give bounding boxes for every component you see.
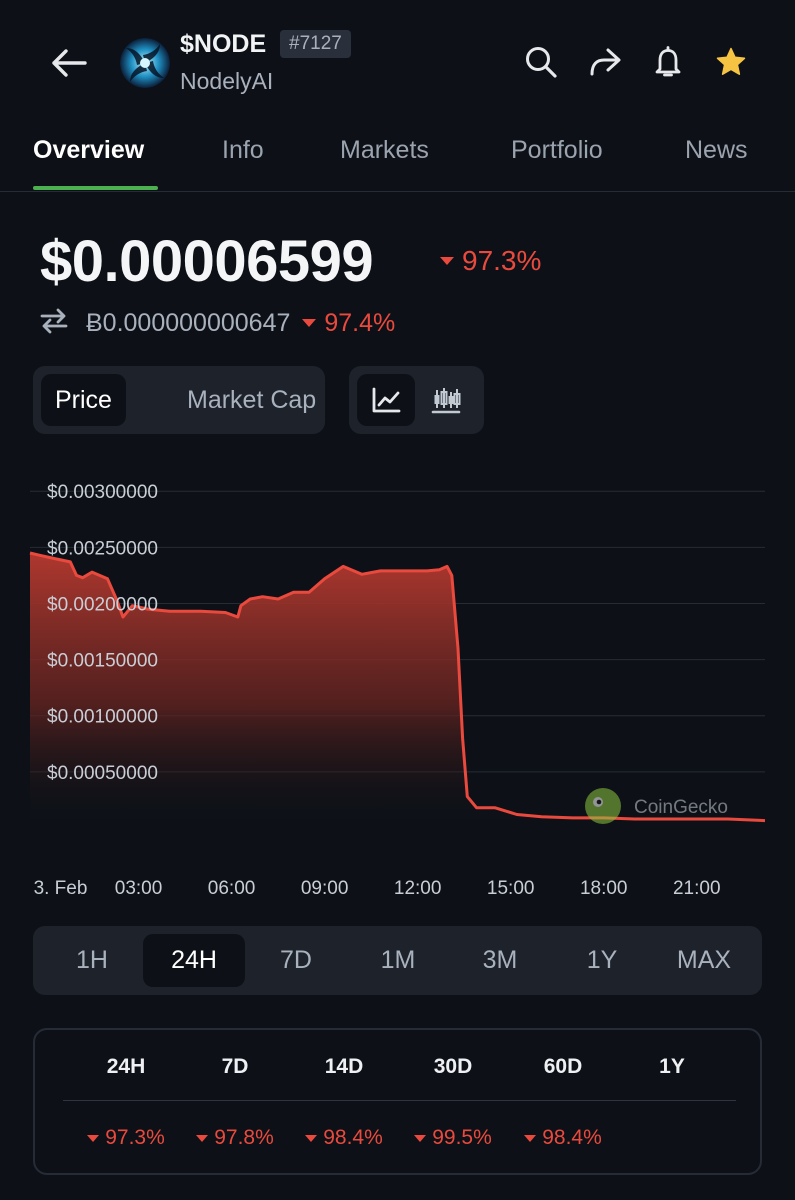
- x-tick-label: 18:00: [580, 878, 628, 899]
- perf-value-text: 97.8%: [214, 1126, 274, 1149]
- coin-symbol: $NODE: [180, 30, 267, 58]
- bell-icon[interactable]: [646, 40, 690, 84]
- btc-price: Ƀ0.000000000647: [86, 308, 291, 337]
- range-1y[interactable]: 1Y: [586, 946, 618, 974]
- price-chart[interactable]: $0.00300000 $0.00250000 $0.00200000 $0.0015…: [0, 480, 795, 910]
- coin-name: NodelyAI: [180, 68, 274, 94]
- perf-header-60d: 60D: [543, 1055, 583, 1078]
- gecko-icon: [585, 788, 621, 824]
- perf-header-14d: 14D: [324, 1055, 364, 1078]
- header: $NODE #7127 NodelyAI: [0, 0, 795, 120]
- line-chart-icon[interactable]: [357, 374, 415, 426]
- back-arrow-icon[interactable]: [46, 40, 92, 86]
- range-1m[interactable]: 1M: [380, 946, 416, 974]
- down-caret-icon: [440, 257, 454, 265]
- down-caret-icon: [414, 1134, 427, 1142]
- perf-header-30d: 30D: [433, 1055, 473, 1078]
- y-tick-label: $0.00250000: [47, 538, 158, 559]
- swap-arrows-icon[interactable]: [40, 308, 68, 339]
- range-1h[interactable]: 1H: [76, 946, 108, 974]
- range-24h[interactable]: 24H: [143, 934, 245, 987]
- x-tick-label: 15:00: [487, 878, 535, 899]
- y-tick-label: $0.00100000: [47, 707, 158, 728]
- btc-change-value: 97.4%: [324, 308, 396, 337]
- perf-header-7d: 7D: [221, 1055, 249, 1078]
- rank-badge: #7127: [280, 30, 351, 58]
- down-caret-icon: [524, 1134, 537, 1142]
- tab-news[interactable]: News: [685, 136, 748, 164]
- tab-markets[interactable]: Markets: [340, 136, 429, 164]
- down-caret-icon: [87, 1134, 100, 1142]
- btc-price-row: Ƀ0.000000000647 97.4%: [40, 306, 395, 340]
- time-range-selector: 1H 24H 7D 1M 3M 1Y MAX: [33, 926, 762, 995]
- chart-type-toggle: [349, 366, 484, 434]
- coin-logo: [120, 38, 170, 88]
- perf-value-30d: 99.5%: [398, 1126, 508, 1150]
- active-tab-indicator: [33, 186, 158, 190]
- range-3m[interactable]: 3M: [482, 946, 518, 974]
- perf-header-24h: 24H: [106, 1055, 146, 1078]
- tab-bar: Overview Info Markets Portfolio News: [0, 120, 795, 192]
- x-tick-label: 03:00: [115, 878, 163, 899]
- price-line: [29, 551, 766, 823]
- price-toggle[interactable]: Price: [41, 374, 126, 426]
- y-tick-label: $0.00200000: [47, 594, 158, 615]
- btc-price-change: 97.4%: [302, 309, 395, 338]
- price-area: [30, 553, 765, 828]
- tab-info[interactable]: Info: [222, 136, 264, 164]
- star-icon[interactable]: [709, 40, 753, 84]
- y-tick-label: $0.00300000: [47, 482, 158, 503]
- perf-divider: [63, 1100, 736, 1101]
- range-max[interactable]: MAX: [676, 946, 732, 974]
- perf-value-60d: 98.4%: [508, 1126, 618, 1150]
- share-icon[interactable]: [583, 40, 627, 84]
- performance-table: 24H 7D 14D 30D 60D 1Y 97.3% 97.8% 98.4% …: [33, 1028, 762, 1175]
- x-tick-label: 12:00: [394, 878, 442, 899]
- tab-overview[interactable]: Overview: [33, 136, 145, 164]
- price-change-value: 97.3%: [462, 245, 542, 276]
- perf-value-text: 98.4%: [323, 1126, 383, 1149]
- down-caret-icon: [302, 319, 317, 327]
- down-caret-icon: [196, 1134, 209, 1142]
- perf-value-14d: 98.4%: [289, 1126, 399, 1150]
- metric-toggle: Price Market Cap: [33, 366, 325, 434]
- market-cap-toggle[interactable]: Market Cap: [187, 386, 317, 414]
- perf-value-text: 98.4%: [542, 1126, 602, 1149]
- down-caret-icon: [305, 1134, 318, 1142]
- coingecko-watermark: CoinGecko: [585, 788, 728, 824]
- y-tick-label: $0.00050000: [47, 763, 158, 784]
- x-tick-label: 09:00: [301, 878, 349, 899]
- tab-portfolio[interactable]: Portfolio: [511, 136, 603, 164]
- candlestick-icon[interactable]: [417, 374, 475, 426]
- x-tick-label: 06:00: [208, 878, 256, 899]
- current-price: $0.00006599: [40, 229, 374, 294]
- search-icon[interactable]: [519, 40, 563, 84]
- perf-value-24h: 97.3%: [71, 1126, 181, 1150]
- x-tick-label: 3. Feb: [34, 878, 88, 899]
- y-tick-label: $0.00150000: [47, 651, 158, 672]
- watermark-text: CoinGecko: [634, 797, 728, 818]
- perf-value-text: 97.3%: [105, 1126, 165, 1149]
- range-7d[interactable]: 7D: [280, 946, 312, 974]
- perf-value-text: 99.5%: [432, 1126, 492, 1149]
- price-change-24h: 97.3%: [440, 245, 541, 277]
- perf-value-7d: 97.8%: [180, 1126, 290, 1150]
- x-tick-label: 21:00: [673, 878, 721, 899]
- perf-header-1y: 1Y: [659, 1055, 685, 1078]
